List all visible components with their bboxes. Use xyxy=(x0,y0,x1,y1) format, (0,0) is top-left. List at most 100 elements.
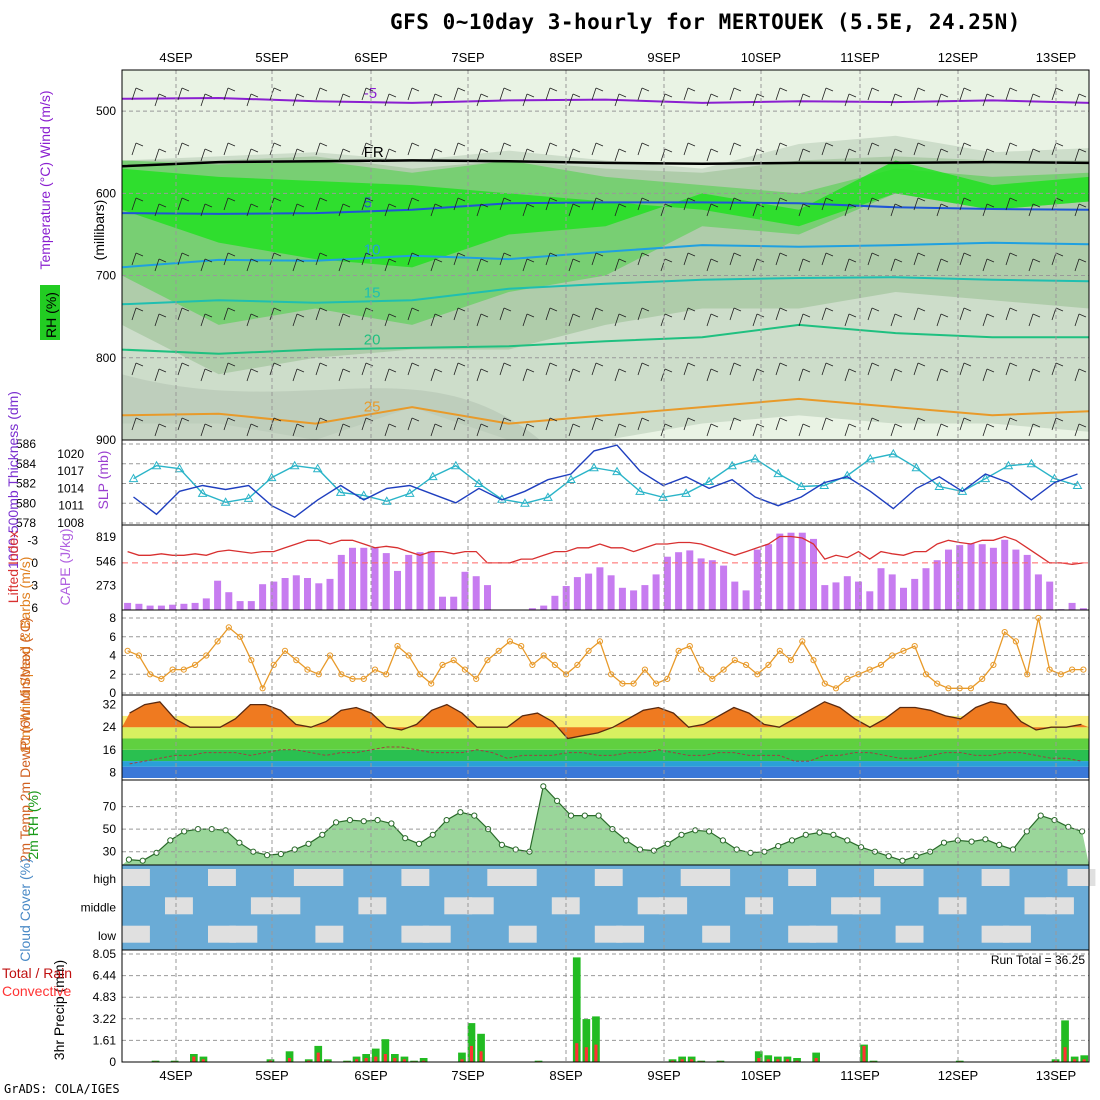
wind-barb-icon xyxy=(614,203,627,217)
wind-barb-icon xyxy=(131,417,144,431)
precip-bar xyxy=(764,1055,773,1062)
wind-barb-icon xyxy=(154,423,167,437)
day-label-top: 5SEP xyxy=(255,50,288,65)
y-tick-label: 800 xyxy=(96,351,116,365)
wind-barb-icon xyxy=(614,368,627,382)
cloud-gap xyxy=(874,869,902,886)
wind-barb-icon xyxy=(568,258,581,272)
y-tick-label: 600 xyxy=(96,186,116,200)
wind-barb-icon xyxy=(545,142,558,156)
cape-bar xyxy=(450,596,458,610)
rh-point xyxy=(706,828,713,835)
cape-bar xyxy=(731,581,739,610)
wind-barb-icon xyxy=(200,368,213,382)
wind-barb-icon xyxy=(660,423,673,437)
wind-barb-icon xyxy=(1051,307,1064,321)
wind-point xyxy=(225,624,232,631)
wind-barb-icon xyxy=(936,93,949,107)
rh-point xyxy=(167,837,174,844)
wind-point xyxy=(855,671,862,678)
wind-barb-icon xyxy=(315,307,328,321)
wind-barb-icon xyxy=(706,93,719,107)
wind-barb-icon xyxy=(131,87,144,101)
triangle-marker xyxy=(174,463,185,473)
cape-bar xyxy=(247,601,255,610)
panel-frame-precip xyxy=(121,949,1090,1063)
precip-bar xyxy=(266,1059,275,1062)
wind-barb-icon xyxy=(1051,87,1064,101)
wind-barb-icon xyxy=(315,197,328,211)
cape-bar xyxy=(315,583,323,610)
cape-bar xyxy=(967,543,975,610)
cape-bar xyxy=(1046,581,1054,610)
y-tick-label: 1008 xyxy=(57,516,84,530)
wind-barb-icon xyxy=(913,87,926,101)
triangle-marker xyxy=(1003,460,1014,470)
wind-barb-icon xyxy=(683,307,696,321)
precip-bar xyxy=(793,1058,801,1062)
y-tick-label: 546 xyxy=(96,554,116,568)
wind-barb-icon xyxy=(1074,313,1087,327)
wind-barb-icon xyxy=(1051,142,1064,156)
wind-barb-icon xyxy=(177,307,190,321)
rh-point xyxy=(181,828,188,835)
wind-point xyxy=(349,675,356,683)
precip-conv-bar xyxy=(785,1059,789,1062)
wind-point xyxy=(698,666,705,673)
wind-barb-icon xyxy=(177,252,190,266)
rh-point xyxy=(222,827,229,834)
wind-barb-icon xyxy=(499,197,512,211)
wind-barb-icon xyxy=(959,87,972,101)
y-tick-label: 0 xyxy=(109,686,116,700)
wind-point xyxy=(832,685,840,692)
wind-point xyxy=(428,680,435,687)
rh-point xyxy=(291,846,298,853)
panel-bg-precip xyxy=(122,950,1089,1062)
cloud-gap xyxy=(293,869,322,886)
cloud-gap xyxy=(444,897,473,915)
wind-barb-icon xyxy=(959,307,972,321)
rh-label: 2m RH (%) xyxy=(25,790,41,859)
wind-barb-icon xyxy=(476,313,489,327)
y-tick-label: 32 xyxy=(103,698,117,712)
wind-barb-icon xyxy=(568,148,581,162)
precip-conv-bar xyxy=(364,1058,368,1062)
y-tick-label: 500 xyxy=(96,104,116,118)
wind-barb-icon xyxy=(177,142,190,156)
wind-barb-icon xyxy=(591,197,604,211)
day-label-top: 12SEP xyxy=(938,50,978,65)
wind-barb-icon xyxy=(269,307,282,321)
panel-bg-wind xyxy=(122,610,1089,695)
cloud-level-high: high xyxy=(93,872,116,886)
isotherm-10 xyxy=(121,241,1090,269)
rh-point xyxy=(816,829,823,836)
wind-barb-icon xyxy=(430,148,443,162)
day-label-bottom: 9SEP xyxy=(647,1068,680,1083)
wind-barb-icon xyxy=(1028,93,1041,107)
slp-label: SLP (mb) xyxy=(95,451,111,510)
y-tick-label: 3.22 xyxy=(93,1012,117,1026)
wind-barb-icon xyxy=(637,252,650,266)
cape-bar xyxy=(360,547,368,610)
wind-point xyxy=(799,638,806,645)
wind-point xyxy=(653,680,660,687)
rh-point xyxy=(554,797,561,805)
y-tick-label: 1014 xyxy=(57,481,84,495)
wind-barb-icon xyxy=(407,417,420,431)
wind-barb-icon xyxy=(338,423,351,437)
wind-barb-icon xyxy=(775,362,788,376)
cloud-gap xyxy=(358,897,387,915)
wind-point xyxy=(394,643,401,650)
wind-barb-icon xyxy=(453,142,466,156)
credit-label: GrADS: COLA/IGES xyxy=(4,1082,120,1096)
wind-point xyxy=(259,685,266,692)
cape-bar xyxy=(270,581,278,610)
triangle-marker xyxy=(681,488,691,497)
wind-barb-icon xyxy=(361,362,374,376)
cape-bar xyxy=(911,578,919,610)
cape-bar xyxy=(1079,608,1087,610)
cloud-gap xyxy=(895,925,924,943)
wind-barb-icon xyxy=(798,313,811,327)
wind-point xyxy=(439,661,446,669)
rh-point xyxy=(747,849,754,856)
